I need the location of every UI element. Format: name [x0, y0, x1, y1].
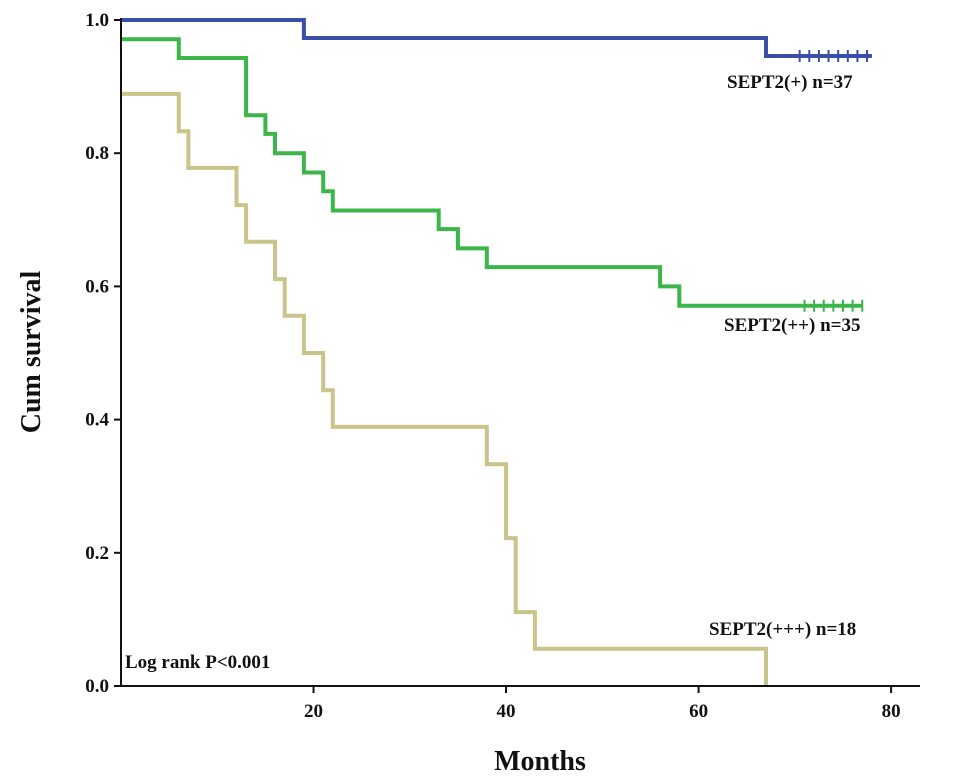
series-label-1: SEPT2(+) n=37 — [727, 72, 853, 93]
x-tick-label: 40 — [497, 701, 516, 722]
y-axis-title: Cum survival — [16, 270, 47, 433]
y-tick-label: 0.6 — [85, 276, 109, 297]
y-tick-label: 0.2 — [85, 543, 109, 564]
x-tick-label: 80 — [882, 701, 901, 722]
series-labels-layer: SEPT2(+) n=37 SEPT2(++) n=35 SEPT2(+++) n=… — [709, 72, 860, 640]
y-tick-label: 0.8 — [85, 143, 109, 164]
survival-curve-2 — [121, 37, 863, 308]
y-tick-label: 0.0 — [85, 676, 109, 697]
series-label-3: SEPT2(+++) n=18 — [709, 619, 856, 640]
y-tick-label: 1.0 — [85, 10, 109, 31]
survival-curve-3 — [121, 91, 768, 686]
x-axis-title: Months — [494, 746, 586, 777]
ticks-layer: 0.0 0.2 0.4 0.6 0.8 1.0 20 40 60 80 — [85, 10, 900, 722]
series-label-2: SEPT2(++) n=35 — [724, 315, 860, 336]
x-tick-label: 20 — [304, 701, 323, 722]
log-rank-annotation: Log rank P<0.001 — [125, 652, 270, 673]
axes-layer — [120, 18, 920, 687]
x-tick-label: 60 — [689, 701, 708, 722]
curves-layer — [121, 18, 872, 686]
y-tick-label: 0.4 — [85, 410, 109, 431]
survival-curve-1 — [121, 18, 872, 58]
